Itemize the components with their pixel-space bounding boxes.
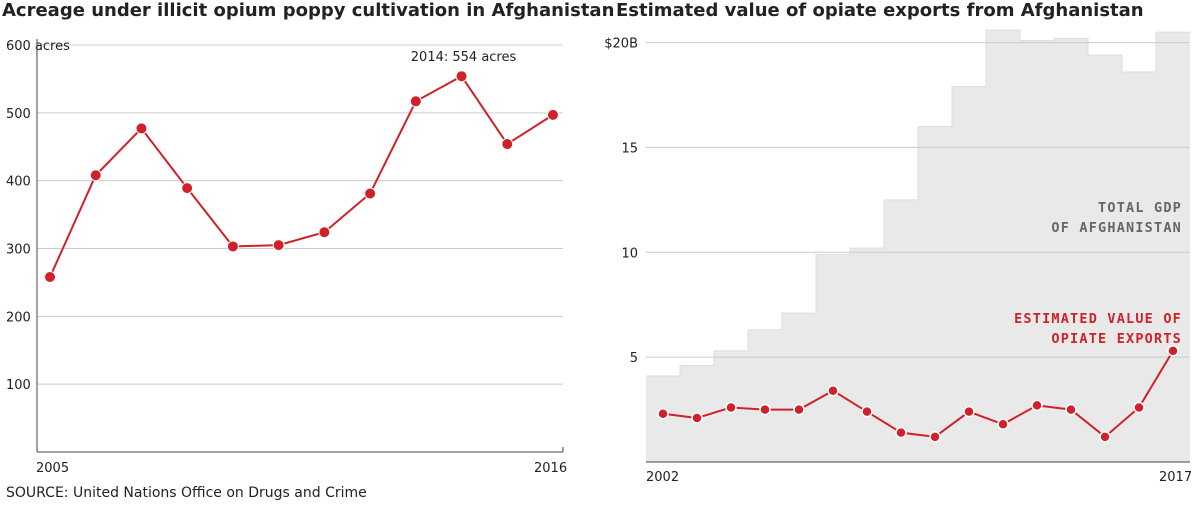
y-tick-label: 5 (630, 351, 638, 366)
opiate-point (997, 418, 1009, 431)
opiate-point (861, 405, 873, 418)
y-tick-label: 500 (6, 107, 31, 122)
x-tick-label: 2005 (36, 461, 69, 476)
y-tick-label: $20B (604, 37, 638, 52)
acreage-point (318, 226, 331, 239)
acreage-point (547, 108, 559, 121)
y-tick-label: 10 (621, 246, 638, 261)
opiate-point (827, 384, 839, 397)
opiate-point (759, 403, 771, 416)
acreage-point (409, 95, 422, 108)
acreage-point (501, 138, 514, 151)
opiate-line (662, 350, 1174, 439)
opiate-point (1031, 399, 1043, 412)
acreage-line (49, 74, 554, 278)
y-tick-label: 300 (6, 243, 31, 258)
opiate-point (1133, 401, 1145, 414)
peak-annotation: 2014: 554 acres (411, 50, 517, 65)
x-tick-label: 2016 (534, 461, 567, 476)
acreage-point (364, 187, 377, 200)
gdp-series-label: OF AFGHANISTAN (1051, 220, 1182, 236)
acreage-point (89, 169, 102, 182)
opiate-point (929, 431, 941, 443)
opiate-point (895, 426, 907, 439)
acreage-point (272, 239, 285, 252)
opiate-series-label: ESTIMATED VALUE OF (1014, 311, 1182, 327)
x-tick-label: 2017 (1159, 470, 1192, 485)
gdp-step-outline (646, 29, 1190, 377)
opiate-point (1167, 345, 1179, 357)
x-tick-label: 2002 (646, 470, 679, 485)
acreage-point (135, 122, 148, 135)
acreage-point (226, 240, 239, 253)
gdp-area (646, 30, 1190, 462)
source-note: SOURCE: United Nations Office on Drugs a… (6, 485, 367, 501)
y-tick-label: 15 (621, 141, 638, 156)
acreage-point (455, 70, 468, 83)
opiate-point (1065, 403, 1077, 416)
left-chart: 100 200 300 400 500 600 acres 2005 2016 2014: 55… (6, 39, 567, 476)
opiate-point (657, 408, 669, 420)
gdp-series-label: TOTAL GDP (1098, 200, 1182, 216)
y-tick-label: 600 acres (6, 39, 70, 54)
y-tick-label: 200 (6, 310, 31, 325)
acreage-point (181, 182, 194, 195)
left-chart-title: Acreage under illicit opium poppy cultiv… (2, 0, 615, 21)
y-tick-label: 100 (6, 378, 31, 393)
opiate-point (963, 405, 975, 418)
opiate-point (793, 403, 805, 416)
opiate-point (691, 412, 703, 424)
opiate-series-label: OPIATE EXPORTS (1051, 331, 1182, 347)
right-chart-title: Estimated value of opiate exports from A… (616, 0, 1144, 21)
acreage-point (44, 270, 56, 283)
opiate-point (1099, 431, 1111, 443)
opiate-point (725, 401, 737, 414)
y-tick-label: 400 (6, 175, 31, 190)
